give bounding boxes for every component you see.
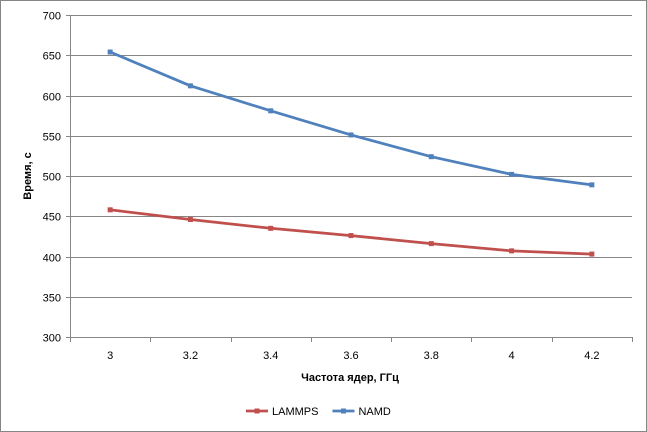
y-tick-label: 500 bbox=[43, 172, 61, 184]
data-point bbox=[268, 108, 274, 114]
x-tick-label: 3.8 bbox=[424, 350, 439, 362]
data-point bbox=[428, 241, 434, 247]
x-axis-title: Частота ядер, ГГц bbox=[301, 372, 399, 384]
x-tick-label: 3.2 bbox=[183, 350, 198, 362]
y-tick-label: 600 bbox=[43, 92, 61, 104]
data-point bbox=[509, 171, 515, 177]
data-point bbox=[348, 132, 354, 138]
data-point bbox=[187, 216, 193, 222]
y-tick-label: 450 bbox=[43, 212, 61, 224]
data-point bbox=[107, 207, 113, 213]
data-point bbox=[107, 49, 113, 55]
x-tick-label: 3.6 bbox=[343, 350, 358, 362]
y-axis-title: Время, с bbox=[22, 152, 34, 199]
x-tick-label: 3.4 bbox=[263, 350, 278, 362]
y-tick-label: 350 bbox=[43, 293, 61, 305]
data-point bbox=[589, 182, 595, 188]
legend-swatch-marker bbox=[340, 408, 346, 414]
series-lines bbox=[107, 49, 595, 257]
x-tick-label: 4.2 bbox=[584, 350, 599, 362]
y-tick-label: 550 bbox=[43, 132, 61, 144]
data-point bbox=[268, 225, 274, 231]
data-point bbox=[589, 251, 595, 257]
y-tick-label: 650 bbox=[43, 51, 61, 63]
data-point bbox=[509, 248, 515, 254]
y-tick-label: 400 bbox=[43, 253, 61, 265]
data-point bbox=[428, 154, 434, 160]
data-point bbox=[348, 233, 354, 239]
series-namd bbox=[107, 49, 595, 188]
series-lammps bbox=[107, 207, 595, 257]
legend-entry-lammps: LAMMPS bbox=[246, 406, 318, 418]
legend-swatch-marker bbox=[254, 408, 260, 414]
legend-label: NAMD bbox=[358, 406, 390, 418]
gridlines bbox=[70, 15, 632, 298]
y-tick-label: 300 bbox=[43, 333, 61, 345]
data-point bbox=[187, 83, 193, 89]
series-line bbox=[108, 50, 594, 187]
legend: LAMMPS NAMD bbox=[246, 406, 391, 418]
x-tick-label: 3 bbox=[107, 350, 113, 362]
legend-entry-namd: NAMD bbox=[332, 406, 391, 418]
legend-label: LAMMPS bbox=[272, 406, 318, 418]
x-tick-label: 4 bbox=[509, 350, 515, 362]
y-tick-label: 700 bbox=[43, 11, 61, 23]
axes: 300 350 400 450 500 550 600 650 700 3 3.2 3.4 3.6 3.8… bbox=[43, 11, 633, 362]
